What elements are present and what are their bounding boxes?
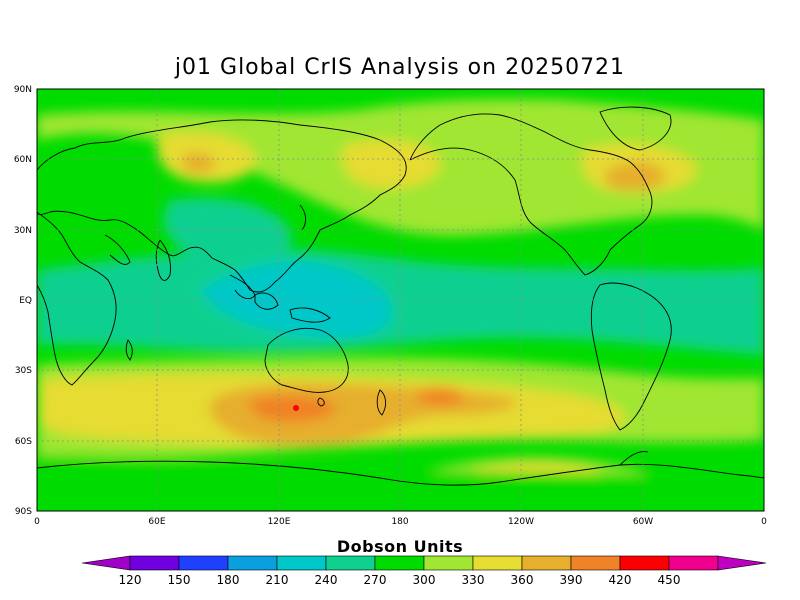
- colorbar-level-label: 450: [658, 573, 681, 587]
- longitude-labels: 0 60E 120E 180 120W 60W 0: [34, 517, 767, 527]
- coastline-eurasia: [37, 119, 407, 293]
- colorbar-swatch: [227, 555, 278, 571]
- lon-label: 0: [34, 517, 40, 527]
- coastline-madagascar: [125, 339, 133, 361]
- coastline-north-america: [409, 113, 653, 276]
- colorbar-level-label: 240: [315, 573, 338, 587]
- colorbar-swatch: [668, 555, 719, 571]
- colorbar-level-label: 360: [511, 573, 534, 587]
- colorbar-level-label: 180: [217, 573, 240, 587]
- coastline-africa: [37, 211, 117, 386]
- lon-label: 120W: [508, 517, 534, 527]
- lat-label: 30S: [15, 366, 32, 376]
- colorbar-level-label: 270: [364, 573, 387, 587]
- latitude-labels: 90N 60N 30N EQ 30S 60S 90S: [14, 85, 32, 517]
- colorbar: 120 150 180 210 240 270 300 330 360 390 420 450: [81, 555, 767, 587]
- colorbar-title: Dobson Units: [336, 537, 464, 556]
- coastline-india: [155, 239, 171, 281]
- lat-label: 60S: [15, 437, 32, 447]
- lon-label: 0: [761, 517, 767, 527]
- colorbar-swatch: [325, 555, 376, 571]
- coastlines: [37, 106, 764, 486]
- coastline-south-america: [590, 282, 672, 431]
- map-frame: [36, 88, 765, 512]
- colorbar-swatch: [374, 555, 425, 571]
- ozone-darkorange-south-2: [416, 387, 465, 405]
- map-title: j01 Global CrIS Analysis on 20250721: [174, 55, 626, 80]
- colorbar-level-label: 390: [560, 573, 583, 587]
- ozone-field: [37, 89, 764, 511]
- lat-label: 30N: [14, 226, 32, 236]
- coastline-greenland: [599, 106, 672, 151]
- lon-label: 180: [391, 517, 408, 527]
- lon-label: 60E: [148, 517, 165, 527]
- colorbar-low-extension: [81, 555, 131, 571]
- coastline-arabia: [104, 234, 131, 265]
- lat-label: EQ: [19, 296, 32, 306]
- ozone-tropical-270-asia: [163, 198, 292, 263]
- colorbar-swatch: [521, 555, 572, 571]
- colorbar-level-label: 300: [413, 573, 436, 587]
- colorbar-swatch: [276, 555, 327, 571]
- coastline-borneo: [254, 292, 279, 310]
- coastline-tasmania: [317, 397, 325, 407]
- colorbar-swatch: [129, 555, 180, 571]
- lat-label: 60N: [14, 155, 32, 165]
- coastline-antarctic-peninsula: [619, 451, 649, 466]
- ozone-tropical-270: [37, 248, 764, 355]
- colorbar-level-label: 420: [609, 573, 632, 587]
- coastline-japan: [299, 204, 307, 231]
- coastline-new-zealand: [376, 389, 387, 416]
- ozone-cyan-pacific: [200, 261, 392, 338]
- lat-label: 90N: [14, 85, 32, 95]
- colorbar-level-label: 150: [168, 573, 191, 587]
- colorbar-level-label: 120: [119, 573, 142, 587]
- graticule: [37, 89, 764, 511]
- colorbar-high-extension: [717, 555, 767, 571]
- colorbar-swatch: [178, 555, 229, 571]
- lat-label: 90S: [15, 507, 32, 517]
- colorbar-swatch: [619, 555, 670, 571]
- lon-label: 120E: [268, 517, 291, 527]
- colorbar-level-label: 210: [266, 573, 289, 587]
- coastline-new-guinea: [289, 307, 331, 323]
- ozone-yellow-north-pacific: [341, 140, 441, 189]
- ozone-orange-north-america: [604, 161, 666, 191]
- colorbar-swatch: [570, 555, 621, 571]
- lon-label: 60W: [633, 517, 653, 527]
- coastline-antarctica: [37, 460, 764, 486]
- colorbar-level-label: 330: [462, 573, 485, 587]
- colorbar-swatch: [472, 555, 523, 571]
- ozone-orange-north-asia: [182, 153, 215, 174]
- colorbar-swatch: [423, 555, 474, 571]
- ozone-max-450: [293, 405, 299, 411]
- ozone-darkorange-south-1: [249, 395, 336, 422]
- ozone-green-300-southern-ocean: [37, 455, 764, 511]
- coastline-australia: [264, 327, 349, 393]
